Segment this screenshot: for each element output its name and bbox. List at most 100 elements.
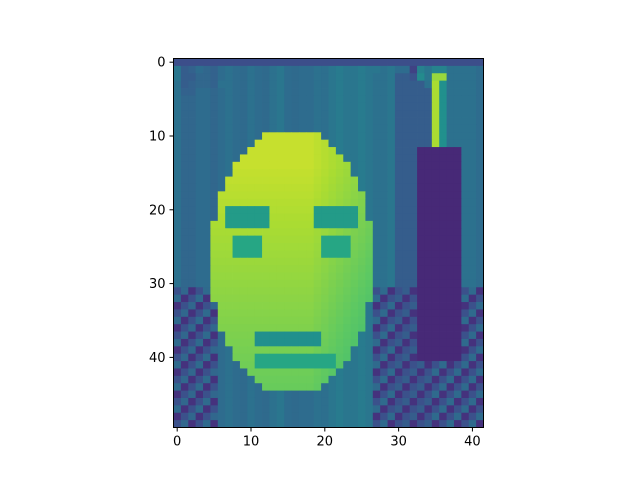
- heatmap-cell: [239, 154, 248, 163]
- heatmap-cell: [173, 161, 182, 170]
- heatmap-cell: [476, 338, 484, 347]
- heatmap-cell: [313, 154, 322, 163]
- heatmap-cell: [203, 58, 211, 67]
- heatmap-cell: [217, 154, 226, 163]
- heatmap-cell: [313, 368, 322, 377]
- heatmap-cell: [446, 250, 455, 259]
- heatmap-cell: [225, 420, 233, 428]
- heatmap-cell: [365, 198, 374, 207]
- heatmap-cell: [372, 405, 381, 414]
- heatmap-cell: [417, 390, 425, 399]
- heatmap-cell: [372, 250, 381, 259]
- heatmap-cell: [335, 161, 344, 170]
- heatmap-cell: [262, 73, 270, 82]
- heatmap-cell: [306, 95, 315, 104]
- heatmap-cell: [461, 88, 470, 96]
- heatmap-cell: [409, 58, 418, 67]
- heatmap-cell: [269, 191, 278, 200]
- heatmap-cell: [387, 198, 396, 207]
- heatmap-cell: [365, 250, 374, 259]
- heatmap-cell: [343, 132, 352, 141]
- heatmap-cell: [173, 73, 182, 82]
- heatmap-cell: [276, 420, 285, 428]
- heatmap-cell: [476, 331, 484, 340]
- heatmap-cell: [217, 405, 226, 414]
- heatmap-cell: [387, 191, 396, 200]
- heatmap-cell: [335, 183, 344, 192]
- heatmap-cell: [424, 383, 433, 391]
- heatmap-cell: [173, 58, 182, 67]
- heatmap-cell: [254, 302, 263, 310]
- heatmap-cell: [284, 139, 292, 148]
- heatmap-cell: [439, 213, 447, 222]
- heatmap-cell: [269, 294, 278, 303]
- heatmap-cell: [409, 198, 418, 207]
- heatmap-cell: [173, 80, 182, 89]
- heatmap-cell: [232, 412, 241, 421]
- heatmap-cell: [313, 147, 322, 155]
- heatmap-cell: [291, 420, 300, 428]
- heatmap-cell: [335, 169, 344, 177]
- heatmap-cell: [276, 147, 285, 155]
- heatmap-cell: [232, 132, 241, 141]
- heatmap-cell: [417, 287, 425, 296]
- heatmap-cell: [203, 353, 211, 362]
- heatmap-cell: [358, 353, 366, 362]
- heatmap-cell: [335, 243, 344, 251]
- heatmap-cell: [461, 154, 470, 163]
- heatmap-cell: [358, 383, 366, 391]
- heatmap-cell: [372, 110, 381, 118]
- heatmap-cell: [358, 198, 366, 207]
- heatmap-cell: [468, 132, 477, 141]
- heatmap-cell: [313, 257, 322, 266]
- heatmap-cell: [321, 176, 329, 185]
- heatmap-cell: [335, 124, 344, 133]
- heatmap-cell: [232, 338, 241, 347]
- heatmap-cell: [188, 183, 197, 192]
- heatmap-cell: [424, 338, 433, 347]
- heatmap-cell: [328, 331, 337, 340]
- heatmap-cell: [321, 102, 329, 111]
- heatmap-cell: [394, 154, 403, 163]
- heatmap-cell: [232, 420, 241, 428]
- heatmap-cell: [328, 147, 337, 155]
- heatmap-cell: [328, 397, 337, 406]
- heatmap-cell: [313, 405, 322, 414]
- heatmap-cell: [217, 132, 226, 141]
- heatmap-cell: [380, 316, 388, 325]
- heatmap-cell: [394, 375, 403, 384]
- heatmap-cell: [409, 169, 418, 177]
- heatmap-cell: [210, 316, 219, 325]
- heatmap-cell: [203, 228, 211, 237]
- heatmap-cell: [461, 243, 470, 251]
- heatmap-cell: [468, 183, 477, 192]
- heatmap-cell: [446, 102, 455, 111]
- heatmap-cell: [417, 65, 425, 74]
- heatmap-cell: [358, 368, 366, 377]
- heatmap-cell: [232, 102, 241, 111]
- heatmap-cell: [439, 110, 447, 118]
- heatmap-cell: [453, 324, 462, 332]
- heatmap-cell: [394, 331, 403, 340]
- heatmap-cell: [402, 139, 411, 148]
- heatmap-cell: [328, 338, 337, 347]
- heatmap-cell: [343, 250, 352, 259]
- heatmap-cell: [328, 80, 337, 89]
- heatmap-cell: [262, 183, 270, 192]
- heatmap-cell: [431, 375, 440, 384]
- heatmap-cell: [365, 169, 374, 177]
- heatmap-cell: [321, 294, 329, 303]
- heatmap-cell: [217, 95, 226, 104]
- heatmap-cell: [468, 368, 477, 377]
- heatmap-cell: [217, 397, 226, 406]
- heatmap-cell: [365, 183, 374, 192]
- heatmap-cell: [476, 309, 484, 318]
- heatmap-cell: [453, 287, 462, 296]
- heatmap-cell: [298, 191, 307, 200]
- heatmap-cell: [328, 169, 337, 177]
- heatmap-cell: [417, 206, 425, 214]
- heatmap-cell: [291, 302, 300, 310]
- heatmap-cell: [269, 390, 278, 399]
- heatmap-cell: [387, 397, 396, 406]
- heatmap-cell: [343, 198, 352, 207]
